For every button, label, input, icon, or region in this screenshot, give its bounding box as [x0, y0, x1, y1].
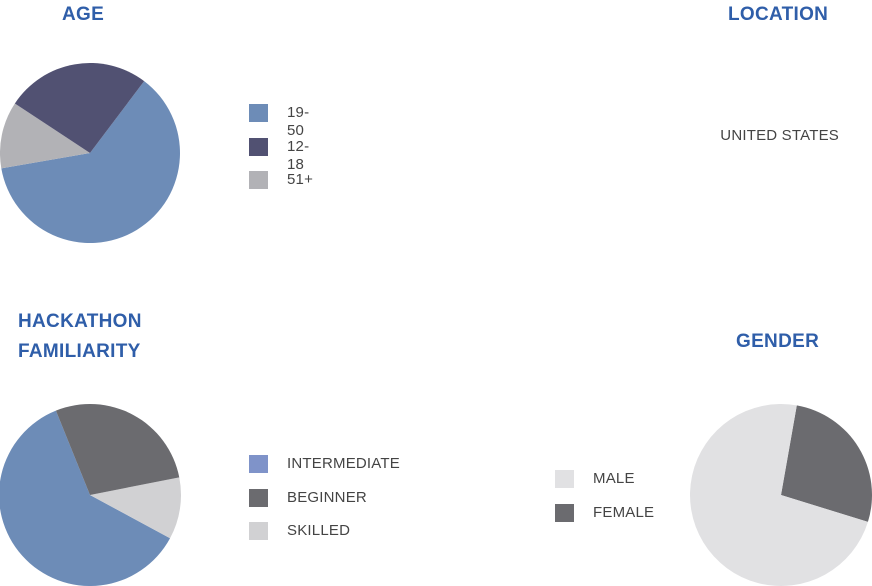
gender-legend-swatch-male [555, 470, 574, 488]
gender-title-text: GENDER [736, 331, 820, 352]
age-legend-label-51: 51+ [287, 171, 314, 188]
age-legend-label-12-18: 12-18 [287, 137, 310, 173]
gender-pie-chart [690, 403, 872, 586]
location-value: UNITED STATES [720, 127, 839, 144]
age-slice-12-18 [14, 62, 145, 154]
familiarity-slice-beginner [55, 404, 180, 495]
age-title-text: AGE [62, 4, 105, 25]
familiarity-legend-label-intermediate: INTERMEDIATE [287, 455, 400, 472]
familiarity-title-line2: FAMILIARITY [18, 341, 141, 362]
age-slice-51 [0, 103, 90, 169]
gender-legend-label-female: FEMALE [593, 503, 655, 521]
familiarity-legend-swatch-beginner [249, 488, 268, 507]
familiarity-legend-swatch-intermediate [249, 455, 268, 473]
age-legend-swatch-12-18 [249, 137, 268, 156]
age-title: AGE [62, 0, 104, 30]
age-slice-19-50 [1, 81, 180, 243]
familiarity-title-line1: HACKATHON [18, 311, 142, 332]
familiarity-pie-chart [0, 404, 182, 586]
age-legend-swatch-51 [249, 171, 268, 189]
gender-slice-male [690, 403, 868, 586]
gender-slice-female [781, 405, 872, 522]
familiarity-legend-swatch-skilled [249, 522, 268, 540]
familiarity-title: HACKATHON FAMILIARITY [18, 307, 142, 367]
age-legend-label-19-50: 19-50 [287, 104, 310, 139]
age-pie-chart [0, 62, 180, 243]
location-title-text: LOCATION [728, 4, 829, 25]
gender-legend-label-male: MALE [593, 470, 635, 487]
familiarity-legend-label-skilled: SKILLED [287, 522, 351, 539]
location-title: LOCATION [728, 0, 828, 30]
gender-legend-swatch-female [555, 503, 574, 522]
familiarity-slice-intermediate [0, 410, 171, 586]
familiarity-slice-skilled [90, 477, 182, 539]
gender-title: GENDER [736, 327, 819, 357]
age-legend-swatch-19-50 [249, 104, 268, 122]
familiarity-legend-label-beginner: BEGINNER [287, 488, 367, 506]
